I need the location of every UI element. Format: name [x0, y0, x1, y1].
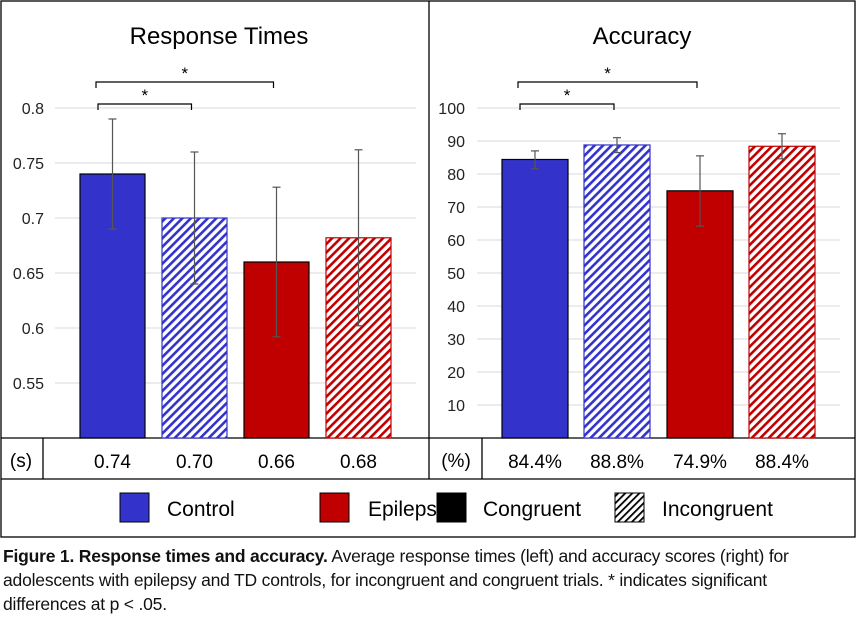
table-value: 74.9%: [673, 452, 727, 473]
bars: [79, 173, 392, 439]
y-axis-ticks: 0.55 0.6 0.65 0.7 0.75 0.8: [13, 101, 44, 393]
legend-swatch-control: [119, 492, 150, 523]
y-tick-label: 90: [447, 134, 465, 151]
bar-epilepsy-congruent: [243, 261, 310, 439]
table-value: 0.70: [176, 452, 213, 473]
y-tick-label: 30: [447, 332, 465, 349]
legend-label-congruent: Congruent: [483, 498, 581, 521]
response-times-panel: Response Times 0.550.60.650.70.750.8 ** …: [10, 23, 416, 473]
bar-control-congruent: [501, 158, 569, 439]
table-value: 0.66: [258, 452, 295, 473]
significance-brackets: **: [517, 64, 698, 110]
significance-star: *: [141, 86, 148, 105]
y-tick-label: 70: [447, 200, 465, 217]
y-tick-label: 0.65: [13, 266, 44, 283]
y-tick-label: 0.7: [22, 211, 44, 228]
error-bars: [531, 133, 786, 227]
significance-bracket: [519, 103, 615, 110]
table-value: 0.68: [340, 452, 377, 473]
significance-star: *: [604, 64, 611, 83]
significance-brackets: **: [95, 64, 275, 110]
significance-bracket: [517, 81, 698, 88]
significance-bracket: [95, 81, 275, 88]
table-unit-label: (%): [441, 451, 471, 472]
legend-swatch-incongruent: [614, 492, 645, 523]
y-tick-label: 60: [447, 233, 465, 250]
table-value: 84.4%: [508, 452, 562, 473]
table-values: 84.4% 88.8% 74.9% 88.4%: [508, 452, 809, 473]
y-tick-label: 0.75: [13, 156, 44, 173]
error-bars: [108, 118, 363, 338]
legend-label-incongruent: Incongruent: [662, 498, 773, 521]
y-tick-label: 50: [447, 266, 465, 283]
bar-control-incongruent: [583, 144, 651, 439]
legend-swatch-congruent: [436, 492, 467, 523]
y-tick-label: 40: [447, 299, 465, 316]
significance-bracket: [97, 103, 193, 110]
table-value: 0.74: [94, 452, 131, 473]
significance-star: *: [564, 86, 571, 105]
significance-star: *: [181, 64, 188, 83]
legend-label-epilepsy: Epilepsy: [368, 498, 448, 521]
legend-swatch-epilepsy: [319, 492, 350, 523]
figure-caption: Figure 1. Response times and accuracy. A…: [3, 544, 853, 616]
table-values: 0.74 0.70 0.66 0.68: [94, 452, 377, 473]
figure-frame: [0, 0, 856, 538]
bars: [501, 144, 816, 439]
y-tick-label: 100: [438, 101, 465, 118]
y-tick-label: 80: [447, 167, 465, 184]
table-value: 88.8%: [590, 452, 644, 473]
y-tick-label: 0.6: [22, 321, 44, 338]
y-axis-ticks: 10 20 30 40 50 60 70 80 90 100: [438, 101, 465, 415]
bar-epilepsy-congruent: [666, 190, 734, 439]
caption-text: Average response times (left) and accura…: [3, 546, 789, 614]
chart-title: Accuracy: [593, 23, 692, 50]
y-tick-label: 0.8: [22, 101, 44, 118]
chart-title: Response Times: [130, 23, 309, 50]
table-unit-label: (s): [10, 451, 32, 472]
legend: Control Epilepsy Congruent Incongruent: [119, 492, 773, 523]
y-tick-label: 10: [447, 398, 465, 415]
bar-epilepsy-incongruent: [748, 145, 816, 439]
legend-label-control: Control: [167, 498, 235, 521]
y-tick-label: 0.55: [13, 376, 44, 393]
y-tick-label: 20: [447, 365, 465, 382]
caption-bold: Figure 1. Response times and accuracy.: [3, 546, 328, 566]
table-value: 88.4%: [755, 452, 809, 473]
